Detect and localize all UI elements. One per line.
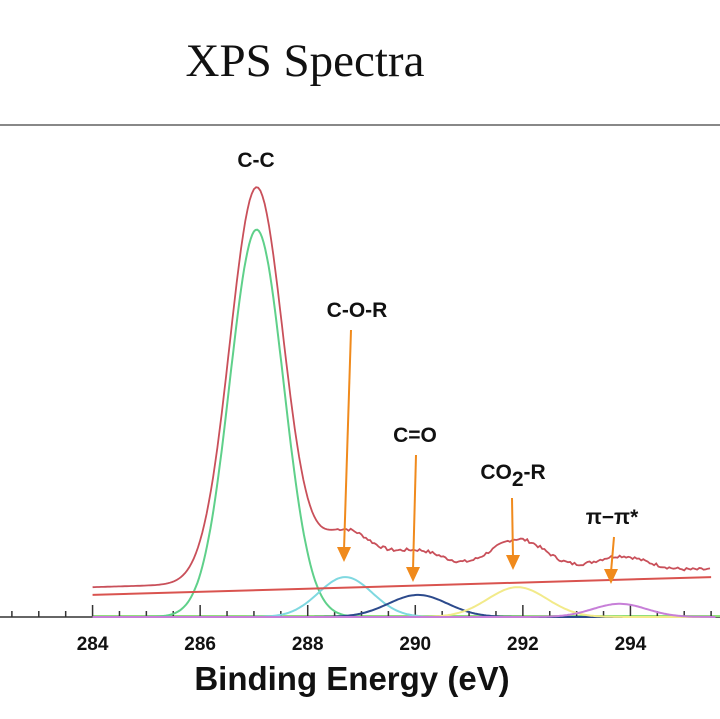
x-tick-label: 290 xyxy=(399,634,431,655)
background-line xyxy=(92,576,712,596)
arrow-line xyxy=(511,497,514,559)
label-subscript: 2 xyxy=(512,468,524,491)
component-peak-4 xyxy=(92,602,716,618)
arrow-head xyxy=(337,547,351,562)
label-tail: -R xyxy=(524,461,546,484)
arrow-head xyxy=(506,555,520,570)
x-tick-label: 286 xyxy=(184,634,216,655)
arrow-line xyxy=(610,536,615,573)
arrow-head xyxy=(406,567,420,582)
envelope-spectrum xyxy=(92,186,711,589)
x-tick-label: 288 xyxy=(292,634,324,655)
x-tick-label: 294 xyxy=(615,634,647,655)
peak-label-C-C: C-C xyxy=(237,149,274,172)
peak-label-C=O: C=O xyxy=(393,424,437,447)
x-axis-label: Binding Energy (eV) xyxy=(194,660,510,697)
arrow-line xyxy=(343,329,352,551)
x-tick-label: 284 xyxy=(77,634,109,655)
arrow-line xyxy=(412,454,417,571)
chart-title: XPS Spectra xyxy=(185,35,425,87)
peak-label-CO2-R: CO2-R xyxy=(480,461,545,491)
arrow-head xyxy=(604,569,618,584)
x-tick-label: 292 xyxy=(507,634,539,655)
peak-label-π−π*: π−π* xyxy=(586,506,639,529)
peak-label-C-O-R: C-O-R xyxy=(327,299,388,322)
label-main: CO xyxy=(480,461,512,484)
